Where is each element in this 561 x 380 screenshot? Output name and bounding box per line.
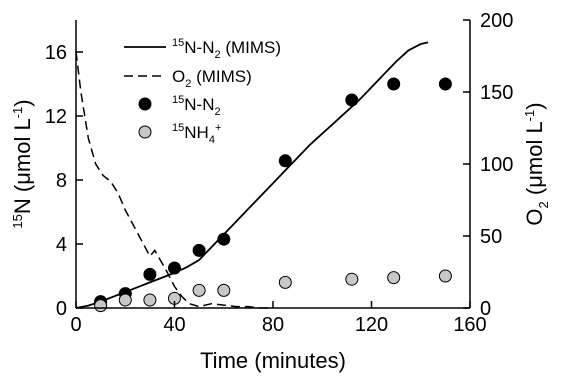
- y-right-tick-label: 150: [480, 82, 513, 104]
- y-right-axis-title: O2 (μmol L-1): [522, 102, 551, 225]
- data-point-nh4: [438, 269, 452, 283]
- x-tick-label: 120: [355, 314, 388, 336]
- data-point-n2: [345, 93, 359, 107]
- y-right-tick-label: 50: [480, 226, 502, 248]
- series-layer: [75, 41, 452, 313]
- data-point-n2: [168, 261, 181, 275]
- data-point-n2: [278, 154, 292, 168]
- x-tick-label: 40: [163, 314, 185, 336]
- y-left-tick-label: 4: [56, 234, 67, 256]
- y-left-tick-label: 12: [45, 106, 67, 128]
- legend-label: 15NH4+: [172, 122, 221, 146]
- legend-label: O2 (MIMS): [172, 67, 252, 90]
- legend-label: 15N-N2: [172, 94, 221, 118]
- data-point-nh4: [94, 299, 108, 313]
- y-left-tick-label: 16: [45, 42, 67, 64]
- series-line-o2-mims: [75, 51, 271, 309]
- data-point-nh4: [118, 293, 132, 307]
- legend-label: 15N-N2 (MIMS): [172, 37, 281, 61]
- data-point-n2: [387, 77, 401, 91]
- x-tick-label: 160: [453, 314, 486, 336]
- data-point-n2: [217, 232, 231, 246]
- y-right-tick-label: 100: [480, 154, 513, 176]
- data-point-nh4: [278, 275, 292, 289]
- data-point-n2: [192, 243, 206, 257]
- data-point-nh4: [345, 272, 359, 286]
- x-tick-label: 80: [262, 314, 284, 336]
- data-point-nh4: [143, 293, 157, 307]
- series-line-n2-mims: [75, 41, 429, 309]
- y-left-tick-label: 0: [56, 298, 67, 320]
- data-point-nh4: [217, 283, 231, 297]
- y-left-tick-label: 8: [56, 170, 67, 192]
- data-point-n2: [143, 267, 157, 281]
- x-tick-label: 0: [70, 314, 81, 336]
- y-right-tick-label: 200: [480, 10, 513, 32]
- data-point-nh4: [387, 271, 401, 285]
- data-point-nh4: [192, 283, 206, 297]
- y-left-axis-title: 15N (μmol L-1): [10, 99, 35, 228]
- legend-swatch-marker: [138, 97, 152, 111]
- data-point-n2: [438, 77, 452, 91]
- legend: 15N-N2 (MIMS) O2 (MIMS) 15N-N2 15NH4+: [124, 37, 281, 146]
- legend-swatch-marker: [138, 125, 152, 139]
- y-right-tick-label: 0: [480, 298, 491, 320]
- x-axis-title: Time (minutes): [200, 348, 346, 373]
